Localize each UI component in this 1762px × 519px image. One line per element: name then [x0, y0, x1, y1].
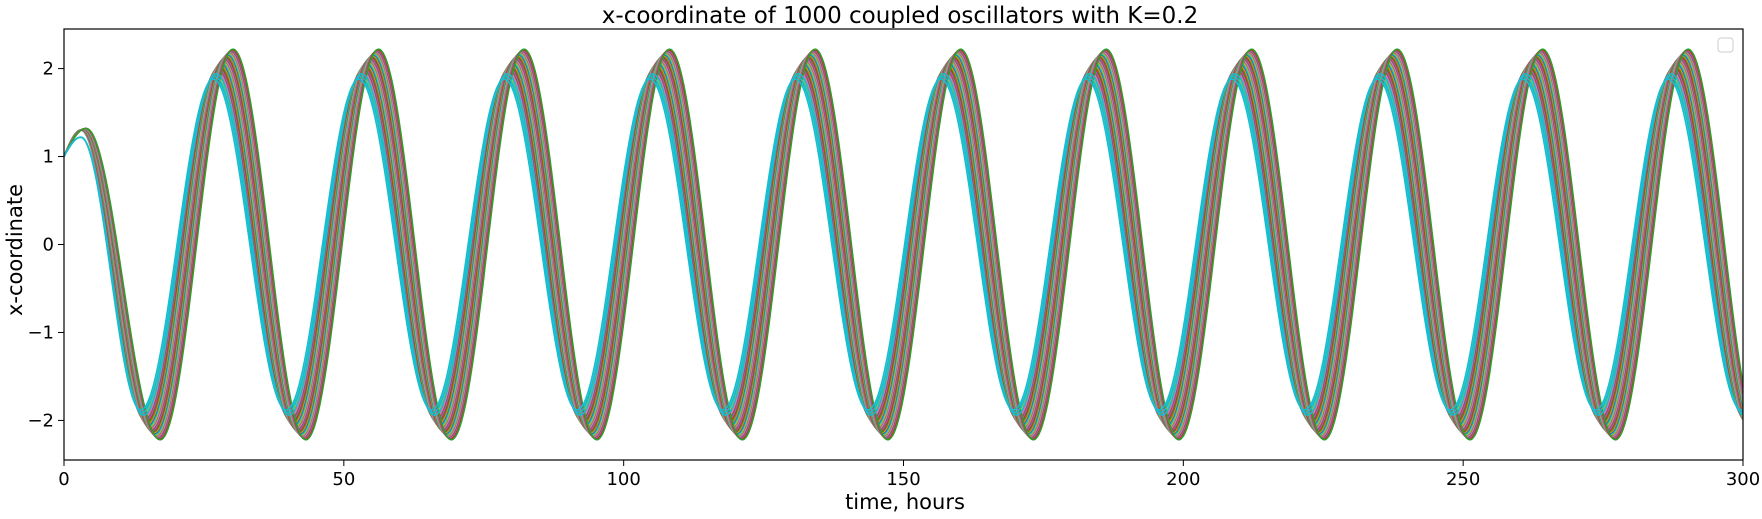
oscillator-trace	[64, 75, 1743, 414]
x-axis-label: time, hours	[845, 490, 965, 514]
x-tick-label: 200	[1166, 469, 1200, 490]
x-tick-label: 300	[1726, 469, 1760, 490]
chart-title: x-coordinate of 1000 coupled oscillators…	[602, 3, 1198, 29]
oscillator-trace	[64, 73, 1743, 416]
x-tick-label: 50	[332, 469, 355, 490]
x-tick-label: 150	[886, 469, 920, 490]
legend-box	[1717, 37, 1734, 53]
y-tick-label: 2	[43, 59, 54, 80]
y-tick-label: 1	[43, 147, 54, 168]
x-tick-label: 250	[1446, 469, 1480, 490]
x-tick-label: 100	[606, 469, 640, 490]
x-tick-label: 0	[58, 469, 69, 490]
y-axis-ticks: −2 −1 0 1 2	[27, 59, 64, 431]
y-tick-label: −1	[27, 322, 54, 343]
series-group	[64, 48, 1743, 441]
x-axis-ticks: 0 50 100 150 200 250 300	[58, 460, 1760, 490]
y-tick-label: 0	[43, 235, 54, 256]
oscillator-trace	[64, 78, 1743, 411]
y-axis-label: x-coordinate	[3, 184, 27, 316]
y-tick-label: −2	[27, 410, 54, 431]
oscillator-trace	[64, 48, 1743, 441]
